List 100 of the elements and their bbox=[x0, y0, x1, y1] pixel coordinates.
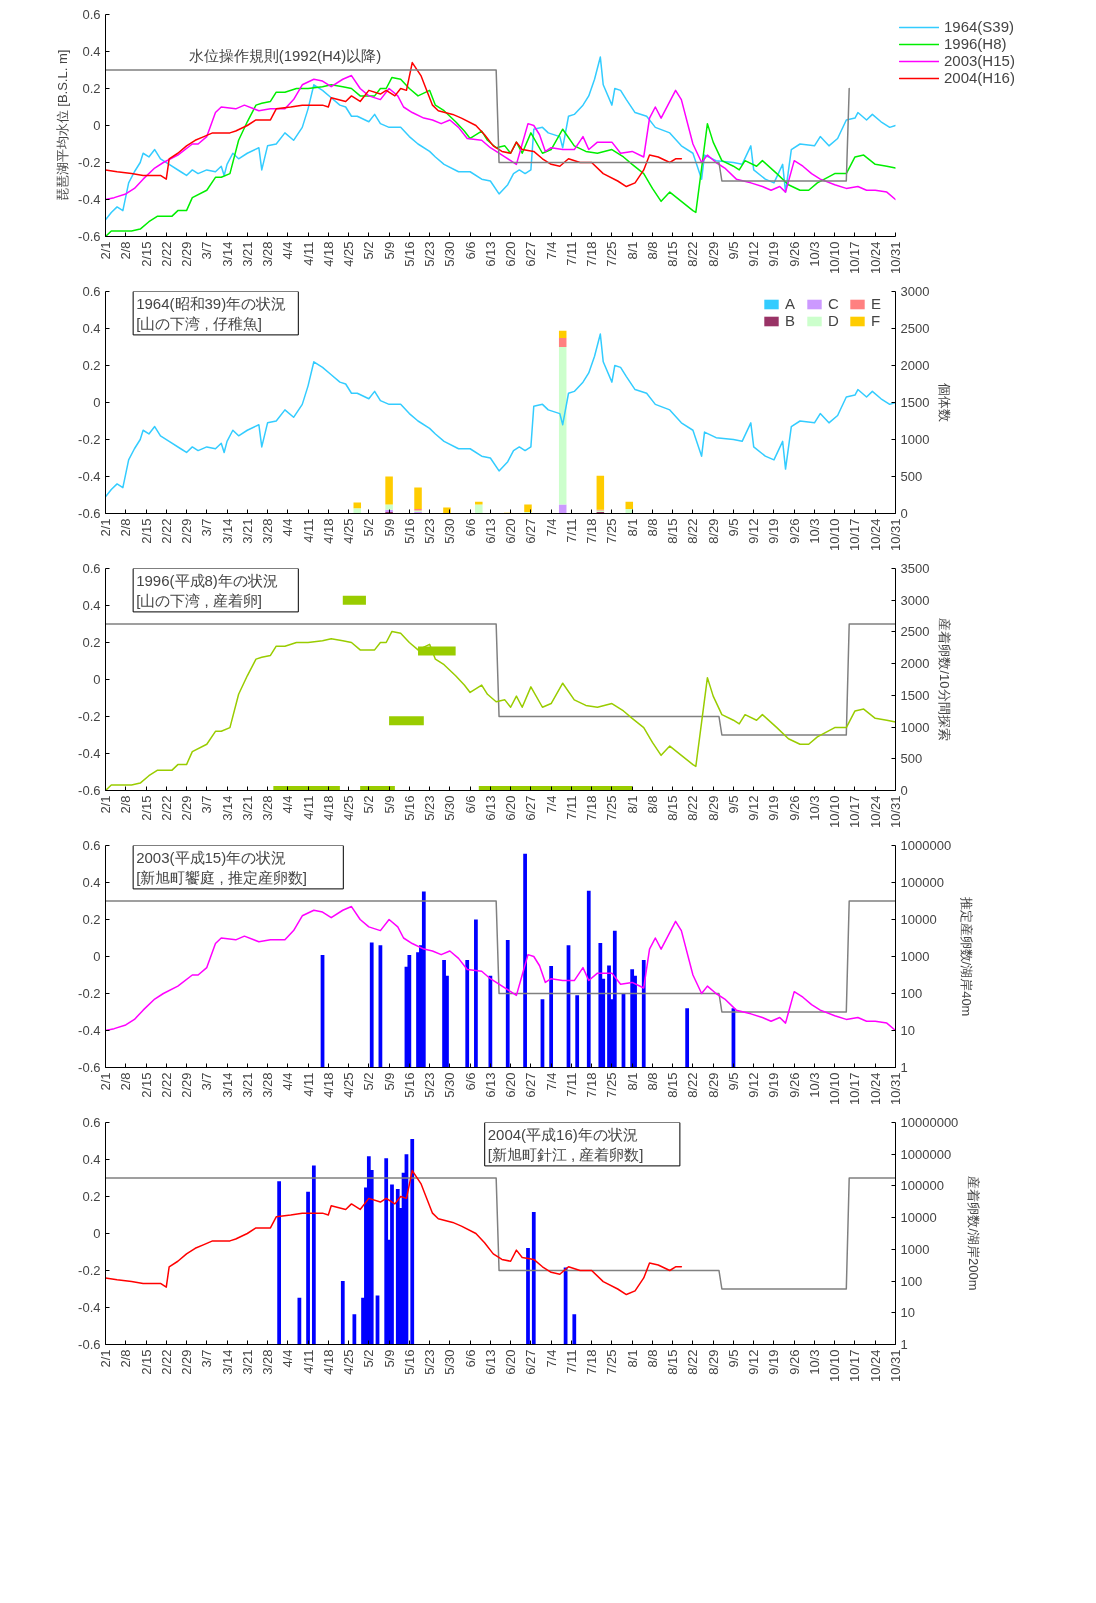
x-tick-label: 2/8 bbox=[118, 795, 134, 814]
x-tick-label: 6/20 bbox=[503, 1072, 519, 1098]
y2-tick-label: 1000000 bbox=[900, 1146, 952, 1162]
x-tick-label: 6/6 bbox=[462, 795, 478, 814]
y2-tick-label: 1500 bbox=[900, 395, 930, 410]
x-tick-label: 3/7 bbox=[199, 1072, 215, 1091]
x-tick-label: 7/18 bbox=[584, 1349, 600, 1375]
y2-tick-label: 100 bbox=[900, 1273, 923, 1289]
x-tick-label: 3/21 bbox=[239, 1349, 255, 1375]
y-tick-label: 0.6 bbox=[82, 284, 101, 299]
x-tick-label: 9/26 bbox=[786, 518, 802, 544]
y-tick-label: -0.6 bbox=[78, 783, 101, 798]
x-tick-label: 3/28 bbox=[260, 1349, 276, 1375]
y2-tick-label: 500 bbox=[900, 469, 923, 484]
text: [新旭町針江 , 産着卵数] bbox=[487, 1145, 644, 1163]
x-tick-label: 7/18 bbox=[584, 518, 600, 544]
x-tick-label: 2/15 bbox=[138, 1349, 154, 1375]
y-tick-label: -0.2 bbox=[78, 709, 101, 724]
x-tick-label: 3/28 bbox=[260, 518, 276, 544]
x-tick-label: 5/2 bbox=[361, 795, 377, 814]
x-tick-label: 9/19 bbox=[766, 1349, 782, 1375]
x-tick-label: 6/13 bbox=[482, 518, 498, 544]
y-tick-label: 0.2 bbox=[82, 358, 101, 373]
x-tick-label: 4/18 bbox=[320, 1349, 336, 1375]
x-tick-label: 5/9 bbox=[381, 1072, 397, 1091]
x-tick-label: 5/16 bbox=[401, 518, 417, 544]
x-tick-label: 7/11 bbox=[563, 795, 579, 820]
x-tick-label: 3/28 bbox=[260, 241, 276, 267]
x-tick-label: 5/30 bbox=[442, 1349, 458, 1375]
x-tick-label: 3/28 bbox=[260, 1072, 276, 1098]
y-tick-label: 0.4 bbox=[82, 1152, 101, 1167]
x-tick-label: 4/4 bbox=[280, 518, 296, 537]
x-tick-label: 4/11 bbox=[300, 1349, 316, 1374]
y2-axis-title: 産着卵数/湖岸200m bbox=[966, 1176, 982, 1291]
x-tick-label: 8/15 bbox=[665, 241, 681, 267]
x-tick-label: 2/29 bbox=[179, 795, 195, 821]
x-tick-label: 8/29 bbox=[705, 1349, 721, 1375]
legend-label: B bbox=[785, 312, 796, 329]
x-tick-label: 9/19 bbox=[766, 1072, 782, 1098]
legend-label: 2004(H16) bbox=[944, 69, 1015, 86]
y2-tick-label: 100 bbox=[900, 986, 923, 1001]
x-tick-label: 5/30 bbox=[442, 1072, 458, 1098]
text: [山の下湾 , 仔稚魚] bbox=[136, 314, 262, 332]
x-tick-label: 2/22 bbox=[158, 1349, 174, 1375]
x-tick-label: 8/8 bbox=[644, 1072, 660, 1091]
x-tick-label: 10/10 bbox=[827, 1072, 843, 1106]
y2-tick-label: 10000000 bbox=[900, 1115, 959, 1130]
x-tick-label: 8/1 bbox=[624, 518, 640, 537]
y2-tick-label: 2500 bbox=[900, 321, 930, 336]
y-tick-label: -0.2 bbox=[78, 432, 101, 447]
x-tick-label: 6/20 bbox=[503, 1349, 519, 1375]
chart-title: 1964(昭和39)年の状況 bbox=[136, 294, 287, 312]
x-tick-label: 10/31 bbox=[888, 795, 903, 829]
x-tick-label: 3/7 bbox=[199, 795, 215, 814]
x-tick-label: 8/1 bbox=[624, 1349, 640, 1368]
y-tick-label: 0 bbox=[93, 672, 101, 687]
x-tick-label: 3/14 bbox=[219, 1072, 235, 1098]
x-tick-label: 2/29 bbox=[179, 1072, 195, 1098]
x-tick-label: 6/6 bbox=[462, 1349, 478, 1368]
x-tick-label: 5/23 bbox=[422, 1072, 438, 1098]
x-tick-label: 8/8 bbox=[644, 241, 660, 260]
legend-label: 1996(H8) bbox=[944, 35, 1007, 52]
y2-tick-label: 3000 bbox=[900, 592, 930, 608]
x-tick-label: 3/21 bbox=[239, 1072, 255, 1098]
x-tick-label: 5/30 bbox=[442, 518, 458, 544]
x-tick-label: 10/24 bbox=[867, 241, 883, 275]
y-tick-label: -0.2 bbox=[78, 1263, 101, 1278]
y-tick-label: -0.4 bbox=[78, 192, 101, 207]
x-tick-label: 6/27 bbox=[523, 1072, 539, 1098]
y-tick-label: 0.2 bbox=[82, 1189, 101, 1204]
y2-tick-label: 10000 bbox=[900, 912, 937, 927]
y-tick-label: 0.6 bbox=[82, 561, 101, 576]
x-tick-label: 2/1 bbox=[98, 1349, 113, 1368]
x-tick-label: 10/3 bbox=[806, 795, 822, 821]
x-tick-label: 7/11 bbox=[563, 518, 579, 543]
x-tick-label: 5/23 bbox=[422, 518, 438, 544]
x-tick-label: 9/12 bbox=[746, 518, 762, 544]
x-tick-label: 8/15 bbox=[665, 1349, 681, 1375]
x-tick-label: 10/17 bbox=[847, 795, 863, 829]
x-tick-label: 9/26 bbox=[786, 241, 802, 267]
x-tick-label: 9/19 bbox=[766, 518, 782, 544]
x-tick-label: 4/25 bbox=[341, 1349, 357, 1375]
y2-tick-label: 1000 bbox=[900, 719, 930, 735]
y2-tick-label: 1 bbox=[900, 1337, 908, 1352]
x-tick-label: 10/24 bbox=[867, 1349, 883, 1383]
y-tick-label: 0 bbox=[93, 949, 101, 964]
x-tick-label: 2/22 bbox=[158, 518, 174, 544]
x-tick-label: 7/25 bbox=[604, 795, 620, 821]
x-tick-label: 5/2 bbox=[361, 241, 377, 260]
x-tick-label: 10/17 bbox=[847, 1072, 863, 1106]
x-tick-label: 6/6 bbox=[462, 241, 478, 260]
x-tick-label: 6/27 bbox=[523, 518, 539, 544]
x-tick-label: 7/25 bbox=[604, 1349, 620, 1375]
x-tick-label: 10/31 bbox=[888, 518, 903, 552]
y-tick-label: 0.6 bbox=[82, 838, 101, 853]
x-tick-label: 7/4 bbox=[543, 1349, 559, 1368]
y-tick-label: -0.6 bbox=[78, 1060, 101, 1075]
x-tick-label: 2/29 bbox=[179, 241, 195, 267]
x-tick-label: 4/11 bbox=[300, 241, 316, 266]
x-tick-label: 3/14 bbox=[219, 241, 235, 267]
